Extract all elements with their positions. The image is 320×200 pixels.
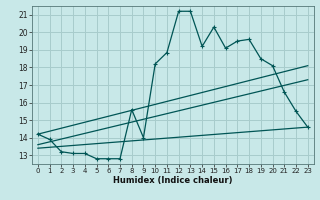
X-axis label: Humidex (Indice chaleur): Humidex (Indice chaleur)	[113, 176, 233, 185]
